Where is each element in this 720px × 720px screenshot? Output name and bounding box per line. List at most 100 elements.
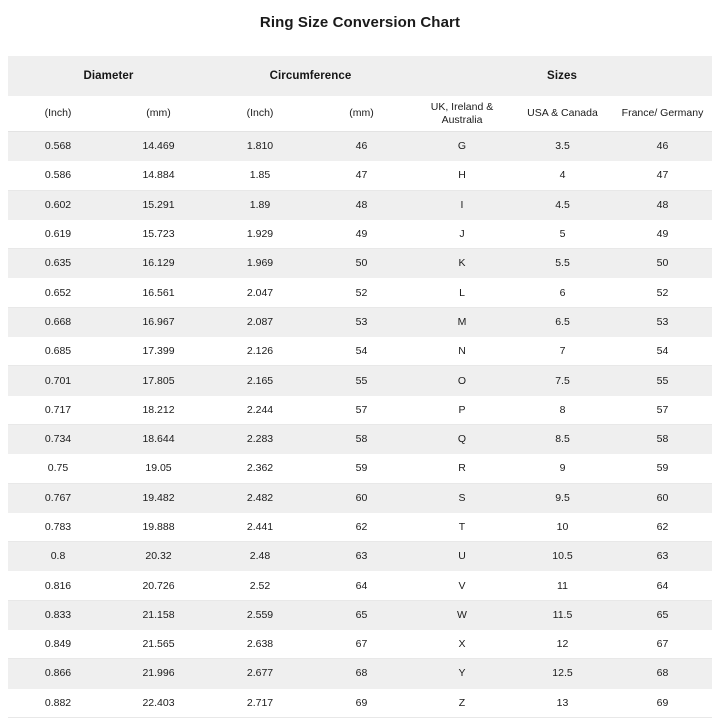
- table-cell: 4: [512, 160, 613, 191]
- column-header-circumference-inch: (Inch): [209, 96, 311, 132]
- table-cell: 6: [512, 277, 613, 308]
- table-cell: 20.726: [108, 570, 209, 601]
- table-cell: 18.212: [108, 395, 209, 425]
- table-cell: 67: [311, 629, 412, 660]
- table-cell: 1.810: [209, 131, 311, 162]
- table-cell: 2.283: [209, 424, 311, 455]
- table-cell: 0.619: [8, 219, 108, 250]
- table-cell: 9.5: [512, 483, 613, 513]
- table-cell: 46: [311, 131, 412, 162]
- table-cell: 55: [613, 365, 713, 396]
- table-cell: 2.559: [209, 600, 311, 631]
- table-cell: 2.126: [209, 336, 311, 367]
- table-cell: 49: [311, 219, 412, 250]
- table-row: 0.602 15.291 1.89 48 I 4.5 48: [8, 190, 713, 220]
- table-cell: 2.362: [209, 453, 311, 484]
- table-row: 0.767 19.482 2.482 60 S 9.5 60: [8, 483, 713, 513]
- table-cell: 22.403: [108, 688, 209, 718]
- table-cell: L: [412, 277, 512, 308]
- table-cell: 0.783: [8, 512, 108, 543]
- table-cell: 0.866: [8, 658, 108, 689]
- table-cell: Q: [412, 424, 512, 455]
- table-cell: P: [412, 395, 512, 425]
- ring-size-conversion-table: Diameter Circumference Sizes (Inch) (mm)…: [8, 56, 713, 718]
- table-header: Diameter Circumference Sizes (Inch) (mm)…: [8, 56, 713, 132]
- table-cell: 20.32: [108, 541, 209, 572]
- table-cell: 15.291: [108, 190, 209, 220]
- table-cell: 19.05: [108, 453, 209, 484]
- table-cell: 68: [613, 658, 713, 689]
- table-cell: 63: [311, 541, 412, 572]
- table-cell: 6.5: [512, 307, 613, 338]
- table-cell: 2.677: [209, 658, 311, 689]
- table-cell: 0.568: [8, 131, 108, 162]
- table-row: 0.783 19.888 2.441 62 T 10 62: [8, 512, 713, 543]
- column-header-diameter-inch: (Inch): [8, 96, 108, 132]
- table-cell: 11.5: [512, 600, 613, 631]
- table-cell: G: [412, 131, 512, 162]
- table-cell: 49: [613, 219, 713, 250]
- table-row: 0.816 20.726 2.52 64 V 11 64: [8, 570, 713, 601]
- table-cell: 7: [512, 336, 613, 367]
- table-cell: 2.48: [209, 541, 311, 572]
- table-cell: 0.717: [8, 395, 108, 425]
- column-header-diameter-mm: (mm): [108, 96, 209, 132]
- table-cell: 2.638: [209, 629, 311, 660]
- table-cell: 21.158: [108, 600, 209, 631]
- table-row: 0.635 16.129 1.969 50 K 5.5 50: [8, 248, 713, 279]
- table-cell: 0.635: [8, 248, 108, 279]
- table-cell: 15.723: [108, 219, 209, 250]
- table-body: 0.568 14.469 1.810 46 G 3.5 46 0.586 14.884 1.85 4…: [8, 131, 713, 718]
- table-cell: M: [412, 307, 512, 338]
- table-cell: 2.244: [209, 395, 311, 425]
- table-cell: H: [412, 160, 512, 191]
- table-cell: 48: [613, 190, 713, 220]
- table-cell: N: [412, 336, 512, 367]
- table-cell: 2.087: [209, 307, 311, 338]
- table-cell: 10.5: [512, 541, 613, 572]
- table-cell: V: [412, 570, 512, 601]
- table-cell: 16.129: [108, 248, 209, 279]
- table-cell: 13: [512, 688, 613, 718]
- table-cell: 58: [613, 424, 713, 455]
- table-cell: 48: [311, 190, 412, 220]
- table-cell: 62: [311, 512, 412, 543]
- table-cell: 50: [311, 248, 412, 279]
- table-cell: Z: [412, 688, 512, 718]
- table-cell: 12.5: [512, 658, 613, 689]
- table-cell: 5.5: [512, 248, 613, 279]
- table-cell: T: [412, 512, 512, 543]
- table-row: 0.75 19.05 2.362 59 R 9 59: [8, 453, 713, 484]
- table-cell: 59: [311, 453, 412, 484]
- table-cell: 0.685: [8, 336, 108, 367]
- table-cell: 54: [613, 336, 713, 367]
- table-cell: 11: [512, 570, 613, 601]
- table-cell: 0.8: [8, 541, 108, 572]
- table-cell: Y: [412, 658, 512, 689]
- table-cell: 52: [311, 277, 412, 308]
- group-header-sizes: Sizes: [412, 56, 713, 96]
- table-cell: 4.5: [512, 190, 613, 220]
- table-cell: 2.717: [209, 688, 311, 718]
- table-cell: 14.469: [108, 131, 209, 162]
- table-cell: 46: [613, 131, 713, 162]
- group-header-diameter: Diameter: [8, 56, 209, 96]
- table-cell: 5: [512, 219, 613, 250]
- table-row: 0.619 15.723 1.929 49 J 5 49: [8, 219, 713, 250]
- table-cell: R: [412, 453, 512, 484]
- column-header-row: (Inch) (mm) (Inch) (mm) UK, Ireland & Au…: [8, 96, 713, 132]
- table-cell: 65: [613, 600, 713, 631]
- group-header-circumference: Circumference: [209, 56, 412, 96]
- table-cell: 1.89: [209, 190, 311, 220]
- table-cell: 69: [613, 688, 713, 718]
- column-header-france-germany: France/ Germany: [613, 96, 713, 132]
- table-cell: 63: [613, 541, 713, 572]
- table-row: 0.568 14.469 1.810 46 G 3.5 46: [8, 131, 713, 162]
- table-cell: 0.668: [8, 307, 108, 338]
- table-cell: 19.888: [108, 512, 209, 543]
- page-title: Ring Size Conversion Chart: [259, 14, 461, 31]
- table-cell: 19.482: [108, 483, 209, 513]
- table-cell: 17.399: [108, 336, 209, 367]
- table-cell: 0.849: [8, 629, 108, 660]
- table-row: 0.8 20.32 2.48 63 U 10.5 63: [8, 541, 713, 572]
